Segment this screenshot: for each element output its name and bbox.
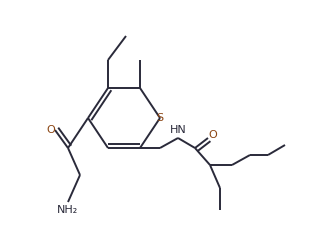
Text: O: O bbox=[208, 130, 217, 140]
Text: O: O bbox=[46, 125, 55, 135]
Text: NH₂: NH₂ bbox=[58, 205, 79, 215]
Text: S: S bbox=[156, 113, 164, 123]
Text: HN: HN bbox=[170, 125, 186, 135]
